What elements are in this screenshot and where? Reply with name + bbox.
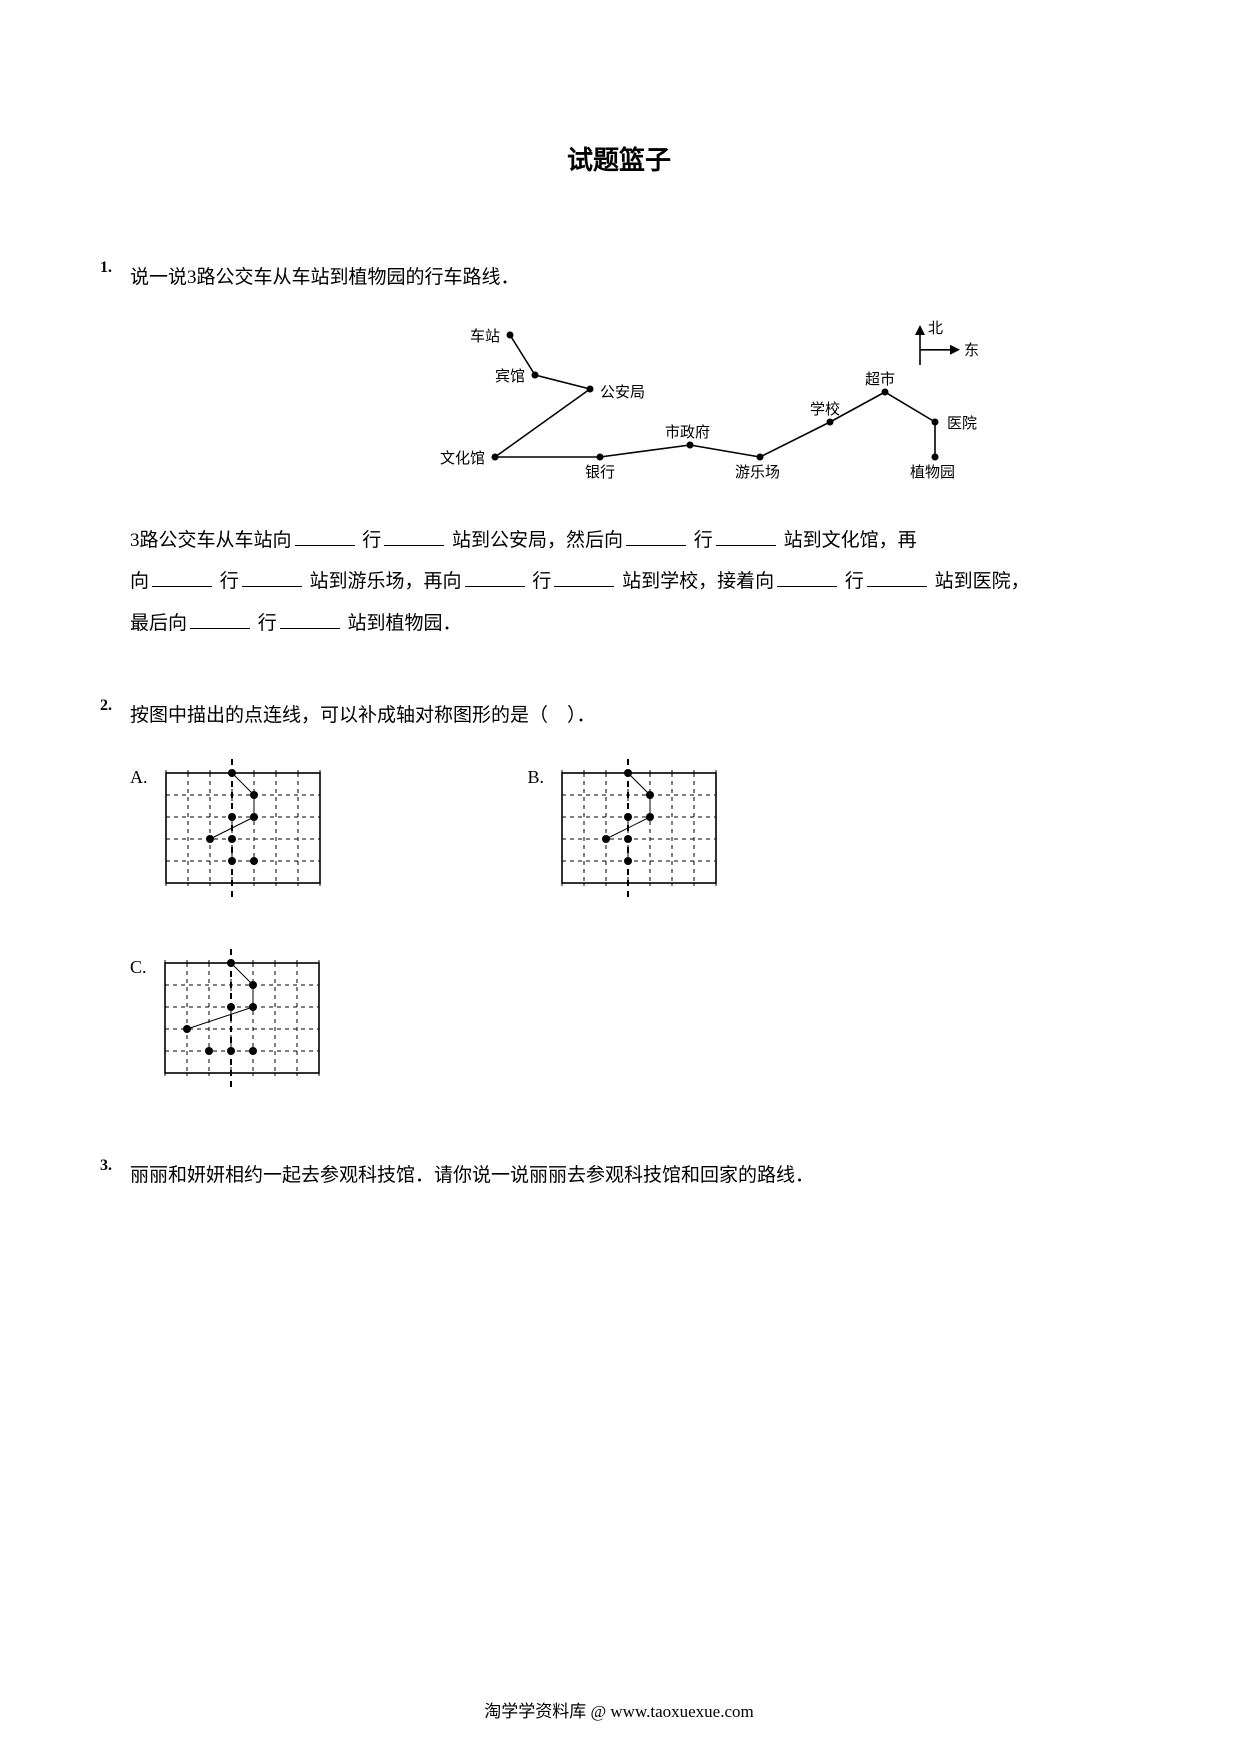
text: 行 <box>845 571 864 592</box>
question-2: 2. 按图中描出的点连线，可以补成轴对称图形的是（ ）． A. B. C. <box>100 695 1138 1105</box>
blank[interactable] <box>626 527 686 546</box>
text: 站到学校，接着向 <box>622 571 774 592</box>
blank[interactable] <box>384 527 444 546</box>
svg-text:市政府: 市政府 <box>665 424 710 441</box>
blank[interactable] <box>716 527 776 546</box>
blank[interactable] <box>152 568 212 587</box>
svg-text:车站: 车站 <box>470 328 500 345</box>
blank[interactable] <box>465 568 525 587</box>
text: 行 <box>694 530 713 551</box>
text: 最后向 <box>130 613 187 634</box>
text: 站到植物园． <box>348 613 462 634</box>
text: 行 <box>362 530 381 551</box>
blank[interactable] <box>190 610 250 629</box>
svg-text:医院: 医院 <box>947 414 977 432</box>
q1-route-map: 车站宾馆公安局文化馆银行 市政府游乐场 学校 超市医院植物园 北东 <box>430 317 1138 502</box>
option-label: B. <box>528 755 545 797</box>
page-footer: 淘学学资料库 @ www.taoxuexue.com <box>0 1697 1238 1722</box>
svg-text:宾馆: 宾馆 <box>495 368 525 385</box>
question-number: 1. <box>100 257 130 645</box>
question-3: 3. 丽丽和妍妍相约一起去参观科技馆．请你说一说丽丽去参观科技馆和回家的路线． <box>100 1155 1138 1197</box>
svg-text:学校: 学校 <box>810 401 840 418</box>
text: 站到公安局，然后向 <box>452 530 623 551</box>
svg-text:超市: 超市 <box>865 371 895 388</box>
option-C[interactable]: C. <box>130 945 1138 1105</box>
q3-prompt: 丽丽和妍妍相约一起去参观科技馆．请你说一说丽丽去参观科技馆和回家的路线． <box>130 1155 1138 1197</box>
question-number: 2. <box>100 695 130 1105</box>
blank[interactable] <box>280 610 340 629</box>
text: 站到游乐场，再向 <box>310 571 462 592</box>
text: 行 <box>532 571 551 592</box>
question-1: 1. 说一说3路公交车从车站到植物园的行车路线． 车站宾馆公安局文化馆银行 市政府… <box>100 257 1138 645</box>
page-title: 试题篮子 <box>100 140 1138 177</box>
option-label: C. <box>130 945 147 987</box>
svg-text:文化馆: 文化馆 <box>440 450 485 467</box>
question-number: 3. <box>100 1155 130 1197</box>
text: 站到文化馆，再 <box>784 530 917 551</box>
blank[interactable] <box>777 568 837 587</box>
svg-text:植物园: 植物园 <box>910 464 955 481</box>
blank[interactable] <box>295 527 355 546</box>
svg-text:游乐场: 游乐场 <box>735 464 780 481</box>
q1-fill-text: 3路公交车从车站向 行 站到公安局，然后向 行 站到文化馆，再 向 行 站到游乐… <box>130 520 1138 645</box>
option-B[interactable]: B. <box>528 755 725 915</box>
option-A[interactable]: A. <box>130 755 328 915</box>
svg-text:银行: 银行 <box>585 464 615 481</box>
svg-text:公安局: 公安局 <box>600 384 645 401</box>
blank[interactable] <box>554 568 614 587</box>
blank[interactable] <box>867 568 927 587</box>
blank[interactable] <box>242 568 302 587</box>
text: 行 <box>220 571 239 592</box>
svg-text:北: 北 <box>928 320 943 337</box>
text: 行 <box>258 613 277 634</box>
svg-text:东: 东 <box>964 342 979 359</box>
text: 3路公交车从车站向 <box>130 530 292 551</box>
option-label: A. <box>130 755 148 797</box>
q2-prompt: 按图中描出的点连线，可以补成轴对称图形的是（ ）． <box>130 695 1138 737</box>
text: 向 <box>130 571 149 592</box>
q1-prompt: 说一说3路公交车从车站到植物园的行车路线． <box>130 257 1138 299</box>
text: 站到医院， <box>935 571 1030 592</box>
